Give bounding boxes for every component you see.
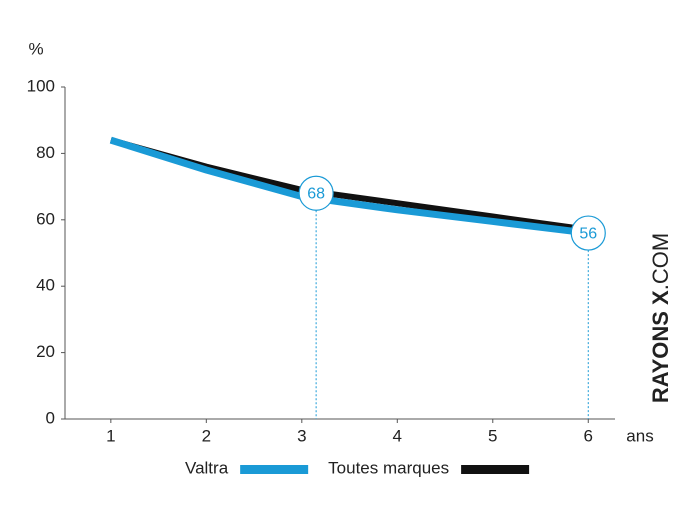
x-tick-label: 6 xyxy=(584,426,593,445)
annotation-circle xyxy=(298,175,334,211)
x-tick-label: 3 xyxy=(297,426,306,445)
x-tick-label: 2 xyxy=(202,426,211,445)
legend-label: Toutes marques xyxy=(328,458,449,477)
watermark: RAYONS X.COM xyxy=(648,233,673,403)
y-tick-label: 20 xyxy=(36,342,55,361)
y-axis-label: % xyxy=(28,39,43,58)
y-tick-label: 100 xyxy=(27,76,55,95)
x-tick-label: 1 xyxy=(106,426,115,445)
y-tick-label: 40 xyxy=(36,276,55,295)
x-tick-label: 5 xyxy=(488,426,497,445)
annotation-label: 56 xyxy=(579,225,597,242)
annotation-label: 68 xyxy=(307,185,325,202)
watermark-bold: RAYONS X xyxy=(648,290,673,403)
series-line xyxy=(109,136,589,237)
legend-label: Valtra xyxy=(185,458,229,477)
legend-swatch xyxy=(240,465,309,474)
annotation-circle xyxy=(570,215,606,251)
y-tick-label: 80 xyxy=(36,143,55,162)
watermark-light: .COM xyxy=(648,233,673,290)
series-line xyxy=(110,137,589,233)
legend-swatch xyxy=(461,465,530,474)
y-tick-label: 60 xyxy=(36,209,55,228)
x-tick-label: 4 xyxy=(393,426,402,445)
x-axis-label: ans xyxy=(626,426,653,445)
y-tick-label: 0 xyxy=(46,408,55,427)
